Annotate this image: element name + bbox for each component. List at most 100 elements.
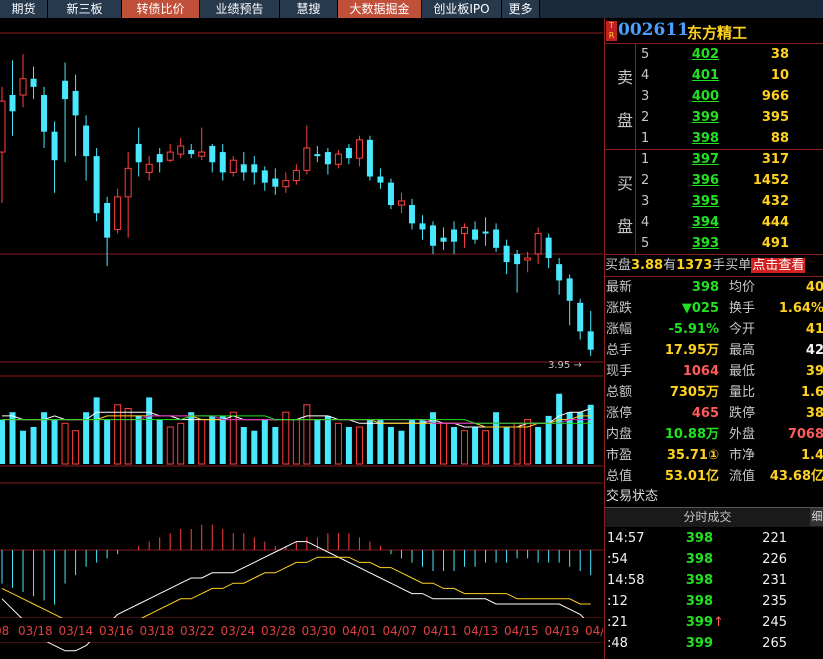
tick-v: 221 — [762, 531, 787, 546]
divider — [605, 276, 823, 277]
nav-tab-2[interactable]: 转债比价 — [122, 0, 200, 18]
tick-v: 265 — [762, 636, 787, 651]
nav-tab-4[interactable]: 慧搜 — [280, 0, 338, 18]
volume-bar — [124, 408, 132, 465]
tick-t: :21 — [607, 615, 628, 630]
divider — [605, 254, 823, 255]
volume-bar — [303, 404, 311, 465]
buy-row-lvl: 2 — [641, 173, 650, 188]
buy-row-lvl: 4 — [641, 215, 650, 230]
candle-body — [62, 80, 69, 100]
buy-row-price: 393 — [691, 236, 719, 251]
quote-v1: 10.88万 — [664, 427, 719, 442]
sell-row-vol: 38 — [770, 47, 789, 62]
banner-suffix: 手买单 — [712, 258, 752, 273]
volume-bar — [324, 415, 331, 464]
buy-row-price: 394 — [691, 215, 719, 230]
candle-body — [314, 154, 321, 157]
candle-body — [577, 302, 584, 332]
date-tick-label: 03/14 — [59, 624, 94, 638]
volume-bar — [61, 422, 69, 465]
candle-body — [451, 229, 458, 242]
candle-body — [261, 170, 268, 183]
buy-row-vol: 317 — [761, 152, 789, 167]
tick-t: :12 — [607, 594, 628, 609]
candle-body — [556, 264, 563, 281]
candle-body — [493, 229, 500, 248]
divider — [605, 149, 823, 150]
ticks-detail-tab[interactable]: 细 — [810, 508, 823, 526]
nav-tab-7[interactable]: 更多 — [502, 0, 540, 18]
candle-body — [514, 253, 521, 265]
candle-body — [566, 278, 573, 301]
quote-v1: 465 — [691, 406, 719, 421]
candle-body — [272, 178, 279, 187]
volume-bar — [93, 397, 100, 464]
quote-v2: 42 — [805, 343, 823, 358]
quote-v2: 38 — [805, 406, 823, 421]
quote-v2: 41 — [805, 322, 823, 337]
stock-code: 002611 — [618, 20, 689, 40]
nav-tab-3[interactable]: 业绩预告 — [200, 0, 280, 18]
candle-body — [482, 231, 489, 234]
candle-body — [41, 95, 48, 132]
volume-bar — [198, 419, 206, 465]
volume-bar — [9, 412, 16, 464]
sell-label-2: 盘 — [617, 111, 634, 130]
tick-v: 235 — [762, 594, 787, 609]
candle-body — [440, 237, 447, 242]
sell-row-lvl: 5 — [641, 47, 650, 62]
volume-bar — [524, 419, 532, 465]
sell-row-lvl: 1 — [641, 131, 650, 146]
candle-body — [366, 139, 373, 177]
volume-bar — [513, 422, 521, 465]
tick-t: :48 — [607, 636, 628, 651]
sell-row-price: 398 — [691, 131, 719, 146]
banner-view-link[interactable]: 点击查看 — [751, 258, 806, 273]
volume-bar — [135, 415, 142, 464]
badge-top: T — [609, 21, 614, 30]
date-tick-label: 03/16 — [99, 624, 134, 638]
candle-body — [156, 154, 163, 163]
nav-tab-5[interactable]: 大数据掘金 — [338, 0, 422, 18]
candle-body — [282, 180, 290, 188]
candle-body — [188, 150, 195, 155]
tick-p: 398 — [685, 552, 713, 567]
candle-body — [177, 145, 185, 155]
candle-body — [93, 156, 100, 214]
candle-body — [198, 151, 206, 157]
quote-v1: -5.91% — [668, 322, 720, 337]
tick-p: 398 — [685, 594, 713, 609]
candle-body — [240, 164, 247, 173]
volume-bar — [566, 412, 573, 464]
tick-p: 398 — [685, 531, 713, 546]
tick-t: 14:58 — [607, 573, 645, 588]
candle-body — [229, 159, 237, 173]
volume-bar — [114, 404, 122, 465]
tick-p: 398 — [685, 573, 713, 588]
sell-row-vol: 966 — [761, 89, 789, 104]
volume-bar — [387, 427, 394, 464]
tr-badge: T R — [606, 21, 617, 41]
quote-l2: 市净 — [729, 448, 756, 463]
candle-body — [251, 164, 258, 173]
volume-bar — [177, 422, 185, 465]
quote-v2: 1.64% — [778, 301, 823, 316]
sell-row-price: 400 — [691, 89, 719, 104]
candle-body — [30, 78, 37, 87]
candle-body — [114, 196, 122, 230]
volume-bar — [188, 412, 195, 464]
date-tick-label: 04/13 — [464, 624, 499, 638]
volume-bar — [334, 422, 342, 465]
buy-row-lvl: 3 — [641, 194, 650, 209]
candle-body — [377, 176, 384, 183]
nav-tab-0[interactable]: 期货 — [0, 0, 48, 18]
kline-chart-svg[interactable]: 3.95 → 08 03/18 03/14 03/16 03/18 03/22 03/24 03… — [0, 18, 620, 659]
nav-tab-6[interactable]: 创业板IPO — [422, 0, 502, 18]
sell-row-vol: 395 — [761, 110, 789, 125]
tick-arrow — [713, 570, 725, 591]
volume-bar — [219, 415, 226, 464]
kline-chart-area[interactable]: 3.95 → 08 03/18 03/14 03/16 03/18 03/22 03/24 03… — [0, 18, 620, 659]
quote-v1: 17.95万 — [664, 343, 719, 358]
nav-tab-1[interactable]: 新三板 — [48, 0, 122, 18]
